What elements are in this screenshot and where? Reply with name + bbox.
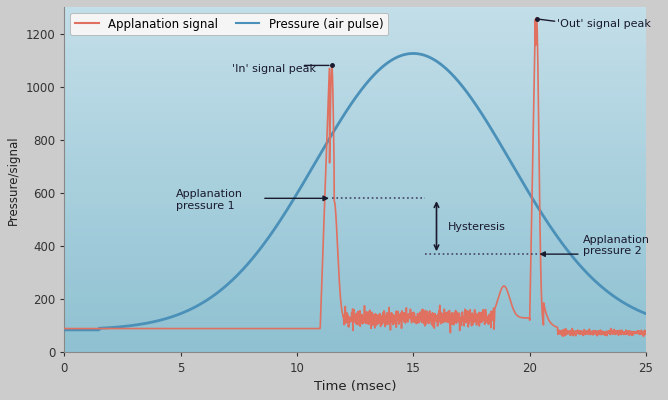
X-axis label: Time (msec): Time (msec) [314, 380, 396, 393]
Text: 'Out' signal peak: 'Out' signal peak [558, 19, 651, 29]
Y-axis label: Pressure/signal: Pressure/signal [7, 135, 20, 224]
Text: 'In' signal peak: 'In' signal peak [232, 64, 316, 74]
Legend: Applanation signal, Pressure (air pulse): Applanation signal, Pressure (air pulse) [70, 13, 388, 35]
Text: Applanation
pressure 1: Applanation pressure 1 [176, 189, 243, 211]
Text: Applanation
pressure 2: Applanation pressure 2 [583, 234, 650, 256]
Text: Hysteresis: Hysteresis [448, 222, 506, 232]
